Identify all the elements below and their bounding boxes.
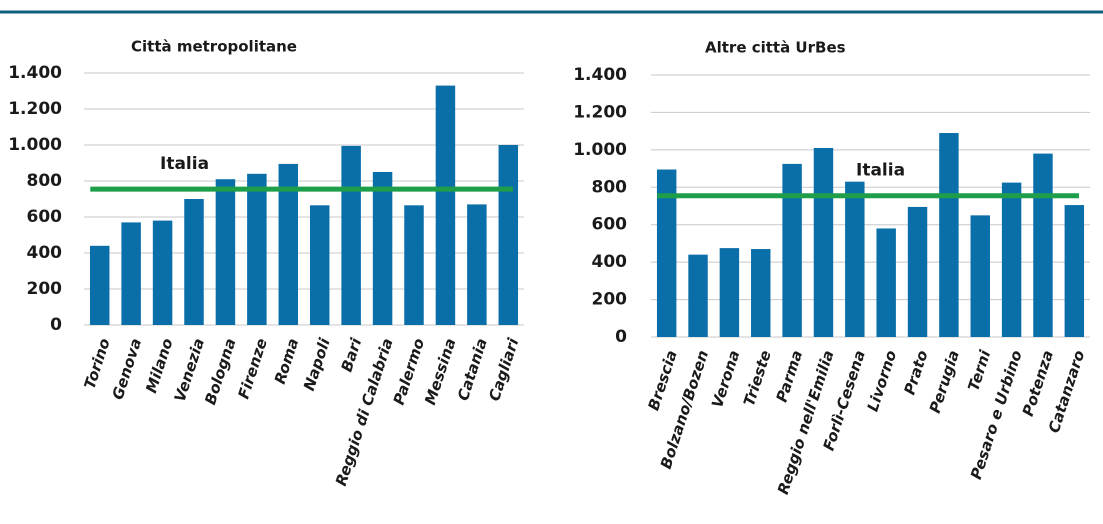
x-tick-label: Milano bbox=[142, 336, 177, 395]
x-tick-label: Cagliari bbox=[485, 335, 522, 403]
x-tick-label: Parma bbox=[773, 348, 807, 404]
x-tick-label: Firenze bbox=[234, 336, 270, 401]
y-tick-label: 800 bbox=[592, 177, 628, 197]
bar bbox=[467, 204, 487, 325]
y-tick-label: 400 bbox=[27, 243, 63, 263]
bar bbox=[845, 181, 865, 337]
x-tick-label: Livorno bbox=[864, 348, 901, 414]
bar bbox=[309, 205, 330, 325]
y-tick-label: 200 bbox=[27, 279, 63, 299]
bar bbox=[813, 147, 834, 337]
x-tick-label: Genova bbox=[109, 336, 146, 402]
chart-title: Città metropolitane bbox=[131, 38, 297, 56]
y-tick-label: 1.000 bbox=[573, 140, 627, 160]
reference-label: Italia bbox=[856, 161, 905, 181]
bar bbox=[939, 133, 959, 337]
y-tick-label: 800 bbox=[27, 171, 63, 191]
y-tick-label: 1.000 bbox=[8, 135, 62, 155]
bar bbox=[719, 248, 740, 337]
bar bbox=[1001, 182, 1022, 337]
x-tick-label: Catania bbox=[454, 336, 491, 403]
bar bbox=[907, 206, 928, 337]
bar bbox=[184, 199, 204, 325]
bar bbox=[498, 145, 519, 325]
bar bbox=[688, 254, 708, 337]
bar bbox=[656, 169, 677, 337]
bar bbox=[876, 228, 896, 337]
x-tick-label: Venezia bbox=[171, 336, 208, 404]
bar bbox=[1033, 153, 1053, 337]
x-tick-label: Torino bbox=[81, 336, 114, 391]
y-tick-label: 1.200 bbox=[573, 102, 627, 122]
x-tick-label: Roma bbox=[271, 336, 303, 386]
y-tick-label: 0 bbox=[615, 327, 627, 347]
bar bbox=[341, 145, 361, 325]
y-tick-label: 1.200 bbox=[8, 99, 62, 119]
x-tick-label: Brescia bbox=[644, 348, 680, 413]
bar bbox=[89, 245, 110, 325]
y-tick-label: 0 bbox=[50, 315, 62, 335]
x-tick-label: Terni bbox=[964, 347, 994, 393]
reference-label: Italia bbox=[160, 154, 209, 174]
bar bbox=[970, 215, 990, 337]
chart-title: Altre città UrBes bbox=[705, 39, 846, 57]
y-tick-label: 600 bbox=[27, 207, 63, 227]
bar bbox=[404, 205, 424, 325]
x-tick-label: Trieste bbox=[740, 348, 775, 408]
y-tick-label: 400 bbox=[592, 252, 628, 272]
bar bbox=[751, 249, 771, 337]
bar bbox=[1064, 205, 1085, 337]
bar bbox=[372, 172, 393, 325]
bar bbox=[152, 220, 173, 325]
bar bbox=[215, 179, 236, 325]
x-tick-label: Perugia bbox=[926, 348, 963, 415]
y-tick-label: 1.400 bbox=[8, 63, 62, 83]
x-tick-label: Napoli bbox=[300, 335, 334, 393]
x-tick-label: Prato bbox=[900, 348, 931, 397]
bar bbox=[782, 163, 802, 337]
y-tick-label: 200 bbox=[592, 290, 628, 310]
bar bbox=[247, 173, 267, 325]
bar bbox=[435, 85, 456, 325]
x-tick-label: Verona bbox=[708, 348, 743, 410]
bar bbox=[278, 163, 299, 325]
y-tick-label: 600 bbox=[592, 215, 628, 235]
y-tick-label: 1.400 bbox=[573, 65, 627, 85]
x-tick-label: Bari bbox=[338, 335, 366, 374]
bar bbox=[121, 222, 141, 325]
